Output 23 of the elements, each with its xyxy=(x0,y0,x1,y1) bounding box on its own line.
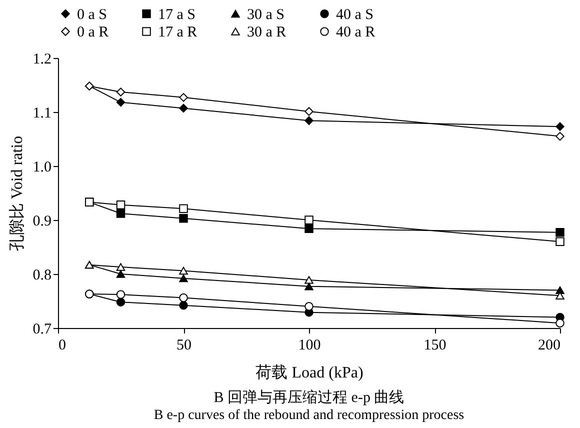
x-tick-label: 50 xyxy=(176,338,192,354)
x-tick-label: 100 xyxy=(298,338,321,354)
x-tick-label: 200 xyxy=(538,338,560,354)
legend-label: 0 a R xyxy=(77,24,109,40)
text: B 回弹与再压缩过程 e-p 曲线 xyxy=(214,389,404,406)
y-tick-label: 0.9 xyxy=(32,214,52,230)
x-axis-title: 荷载 Load (kPa) xyxy=(256,364,364,382)
legend-label: 17 a R xyxy=(158,24,198,40)
legend-label: 30 a S xyxy=(247,6,284,23)
y-tick-label: 0.8 xyxy=(32,268,52,284)
legend-label: 40 a R xyxy=(336,24,376,40)
legend-label: 40 a S xyxy=(336,6,374,23)
y-tick-label: 1.2 xyxy=(32,52,52,68)
y-tick-label: 1.0 xyxy=(32,160,52,176)
legend-label: 17 a S xyxy=(158,6,196,23)
x-tick-label: 150 xyxy=(424,338,446,354)
legend-label: 0 a S xyxy=(77,6,107,23)
y-tick-label: 1.1 xyxy=(32,106,52,122)
y-tick-label: 0.7 xyxy=(32,322,52,338)
x-tick-label: 0 xyxy=(58,338,66,354)
legend-label: 30 a R xyxy=(247,24,286,40)
y-axis-title: 孔隙比 Void ratio xyxy=(8,136,26,252)
text: B e-p curves of the rebound and recompression process xyxy=(154,408,464,423)
